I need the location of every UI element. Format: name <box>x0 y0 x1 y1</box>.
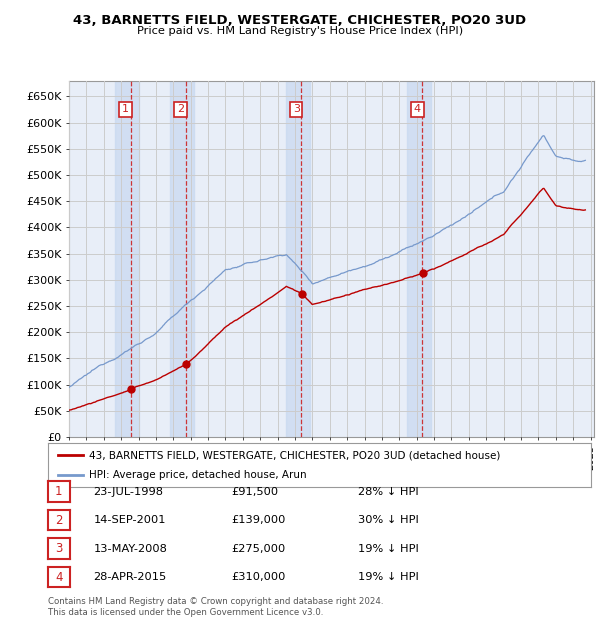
Text: 14-SEP-2001: 14-SEP-2001 <box>94 515 166 525</box>
Text: 1: 1 <box>122 104 129 115</box>
Text: 43, BARNETTS FIELD, WESTERGATE, CHICHESTER, PO20 3UD (detached house): 43, BARNETTS FIELD, WESTERGATE, CHICHEST… <box>89 450 500 460</box>
Text: 13-MAY-2008: 13-MAY-2008 <box>94 544 167 554</box>
Text: 28% ↓ HPI: 28% ↓ HPI <box>358 487 418 497</box>
Bar <box>170 81 194 437</box>
Text: Contains HM Land Registry data © Crown copyright and database right 2024.
This d: Contains HM Land Registry data © Crown c… <box>48 598 383 617</box>
Text: 28-APR-2015: 28-APR-2015 <box>94 572 167 582</box>
Bar <box>115 81 139 437</box>
Text: £310,000: £310,000 <box>232 572 286 582</box>
Bar <box>407 81 431 437</box>
Text: £275,000: £275,000 <box>232 544 286 554</box>
Text: £91,500: £91,500 <box>232 487 279 497</box>
Text: 3: 3 <box>55 542 62 555</box>
Text: HPI: Average price, detached house, Arun: HPI: Average price, detached house, Arun <box>89 470 307 480</box>
Text: 2: 2 <box>177 104 184 115</box>
Text: 4: 4 <box>55 571 62 583</box>
Text: Price paid vs. HM Land Registry's House Price Index (HPI): Price paid vs. HM Land Registry's House … <box>137 26 463 36</box>
Text: 1: 1 <box>55 485 62 498</box>
Text: 3: 3 <box>293 104 300 115</box>
Text: 30% ↓ HPI: 30% ↓ HPI <box>358 515 418 525</box>
Text: 43, BARNETTS FIELD, WESTERGATE, CHICHESTER, PO20 3UD: 43, BARNETTS FIELD, WESTERGATE, CHICHEST… <box>73 14 527 27</box>
Text: 19% ↓ HPI: 19% ↓ HPI <box>358 544 418 554</box>
Text: 19% ↓ HPI: 19% ↓ HPI <box>358 572 418 582</box>
Text: 2: 2 <box>55 514 62 526</box>
Text: £139,000: £139,000 <box>232 515 286 525</box>
Bar <box>286 81 310 437</box>
Text: 23-JUL-1998: 23-JUL-1998 <box>94 487 164 497</box>
Text: 4: 4 <box>413 104 421 115</box>
